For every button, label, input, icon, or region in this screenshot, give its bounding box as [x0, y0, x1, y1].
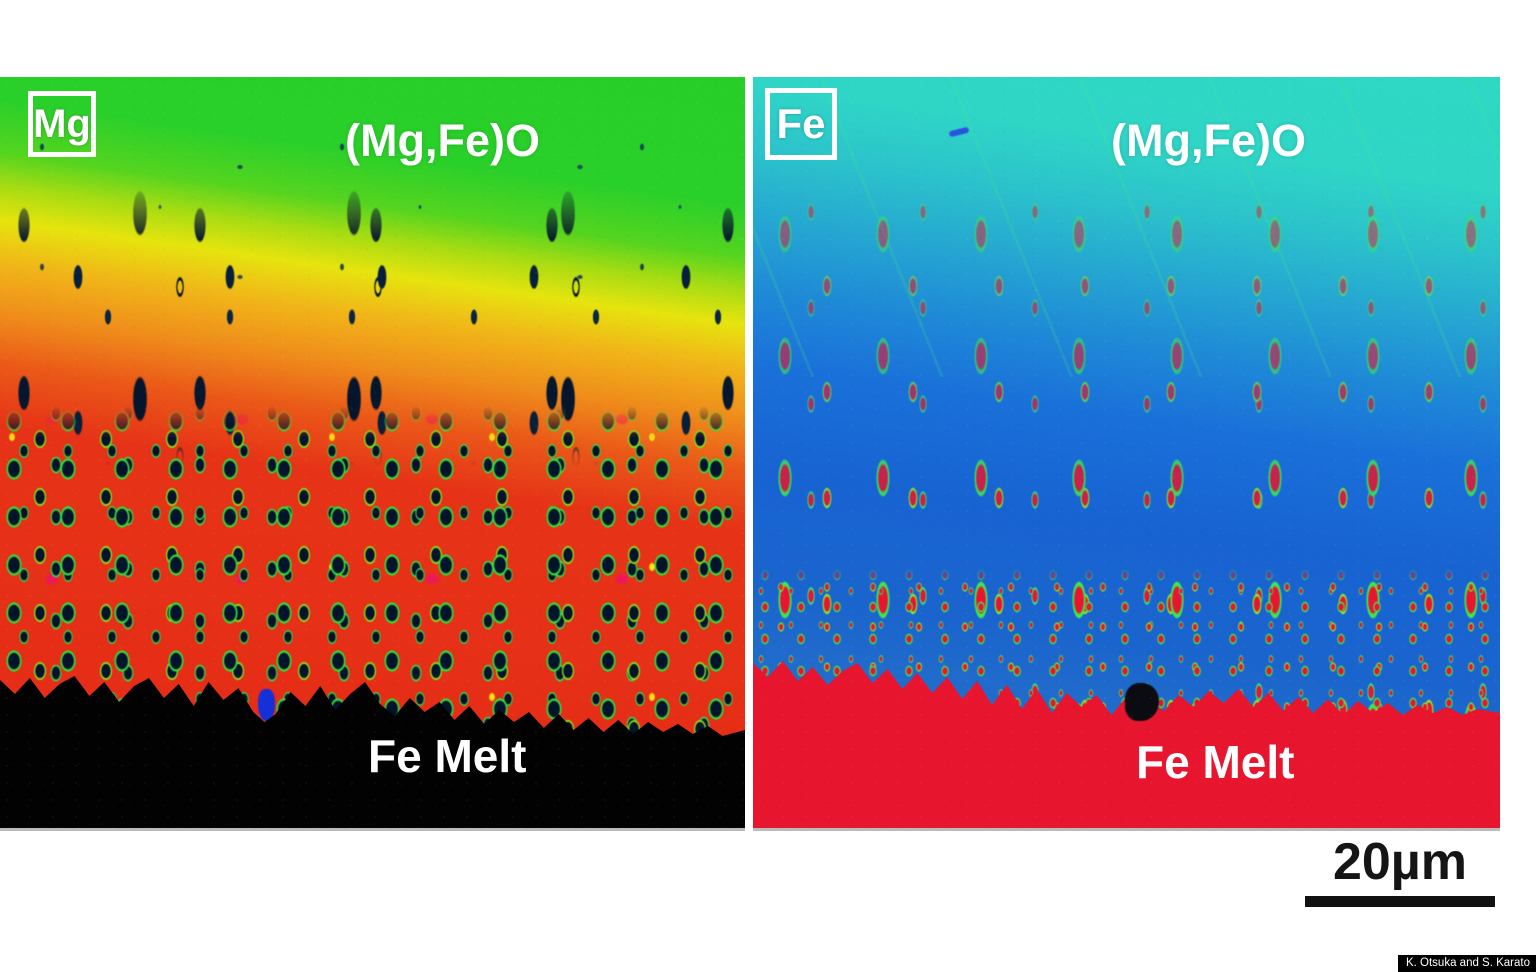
mg-element-badge: Mg [28, 91, 96, 157]
mg-blue-inclusion [258, 689, 275, 721]
mg-region-label: (Mg,Fe)O [345, 115, 540, 166]
mg-map-panel: Mg (Mg,Fe)O Fe Melt [0, 77, 745, 828]
scale-bar-label: 20µm [1332, 833, 1468, 891]
mg-melt-label: Fe Melt [368, 730, 527, 782]
fe-map-panel: Fe (Mg,Fe)O Fe Melt [753, 77, 1500, 828]
scale-bar-group: 20µm [1305, 836, 1495, 907]
credit-badge: K. Otsuka and S. Karato [1397, 955, 1536, 972]
fe-dark-inclusion [1125, 683, 1159, 721]
mg-element-badge-label: Mg [33, 101, 91, 146]
fe-blue-inclusion [948, 126, 970, 138]
fe-melt-region [753, 661, 1500, 828]
fe-element-badge-label: Fe [776, 100, 826, 147]
fe-region-label: (Mg,Fe)O [1111, 115, 1306, 166]
mg-dendrite-texture [0, 177, 745, 467]
mg-speckle-texture [0, 405, 745, 777]
scale-bar-line [1305, 896, 1495, 907]
fe-melt-label: Fe Melt [1136, 736, 1295, 788]
fe-speckle-texture [753, 565, 1500, 780]
fe-element-badge: Fe [765, 88, 837, 160]
